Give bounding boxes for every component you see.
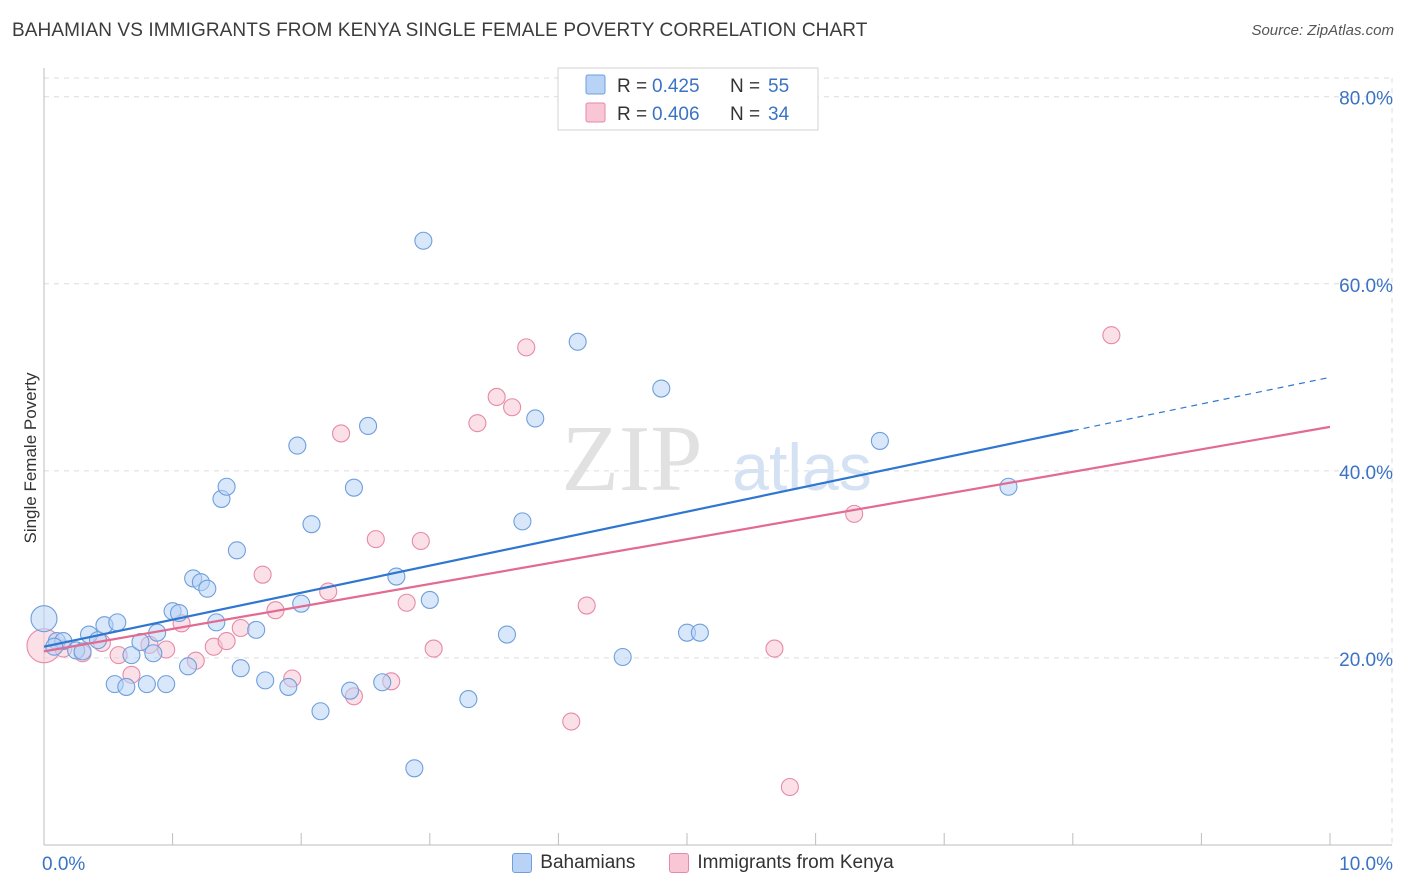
point-bahamians <box>108 613 127 632</box>
y-tick-label: 40.0% <box>1339 463 1393 484</box>
point-kenya <box>562 712 581 731</box>
point-kenya <box>1102 326 1121 345</box>
point-bahamians <box>497 625 517 644</box>
point-bahamians <box>459 690 478 709</box>
y-tick-label: 60.0% <box>1339 276 1393 297</box>
point-kenya <box>231 618 250 638</box>
point-bahamians <box>870 431 889 450</box>
series-kenya-points <box>26 326 1121 797</box>
point-bahamians <box>247 620 266 639</box>
point-bahamians <box>526 409 545 428</box>
point-bahamians <box>30 605 58 633</box>
y-axis-label: Single Female Poverty <box>21 372 40 544</box>
point-bahamians <box>144 644 163 663</box>
point-kenya <box>577 596 596 615</box>
legend-n-label-bahamians: N = <box>730 76 760 97</box>
trend-line-bahamians <box>43 429 1074 648</box>
legend-label-kenya: Immigrants from Kenya <box>697 852 894 873</box>
point-bahamians <box>420 590 439 609</box>
point-kenya <box>780 777 799 797</box>
series-legend: Bahamians Immigrants from Kenya <box>0 852 1406 874</box>
legend-color-bahamians <box>512 853 533 873</box>
point-bahamians <box>999 477 1018 496</box>
point-kenya <box>765 639 784 658</box>
legend-label-bahamians: Bahamians <box>540 852 636 873</box>
point-bahamians <box>73 642 92 661</box>
point-bahamians <box>288 436 307 455</box>
point-bahamians <box>341 681 360 700</box>
trend-lines <box>43 376 1331 653</box>
point-kenya <box>253 565 272 584</box>
point-bahamians <box>217 477 236 496</box>
point-kenya <box>397 593 416 612</box>
point-kenya <box>332 424 351 443</box>
point-bahamians <box>373 673 392 692</box>
point-kenya <box>517 338 536 357</box>
point-bahamians <box>198 579 217 598</box>
point-bahamians <box>513 512 532 531</box>
point-bahamians <box>344 478 363 497</box>
point-bahamians <box>231 659 250 678</box>
point-bahamians <box>414 231 433 250</box>
point-bahamians <box>652 379 671 398</box>
point-bahamians <box>292 594 311 613</box>
point-kenya <box>217 632 236 651</box>
point-bahamians <box>122 646 141 665</box>
point-bahamians <box>279 677 298 696</box>
point-bahamians <box>178 657 198 676</box>
gridlines <box>44 77 1393 845</box>
point-kenya <box>366 530 385 549</box>
legend-item-bahamians: Bahamians <box>512 852 635 874</box>
point-bahamians <box>311 702 330 721</box>
legend-n-label-kenya: N = <box>730 104 760 125</box>
point-bahamians <box>256 671 275 690</box>
point-kenya <box>468 414 487 433</box>
y-tick-label: 20.0% <box>1339 650 1393 671</box>
trend-line-kenya <box>43 425 1331 653</box>
trend-line-bahamians-extension <box>1072 376 1331 432</box>
watermark-zip: ZIP <box>562 407 703 511</box>
point-bahamians <box>227 541 246 560</box>
axes <box>43 68 1392 846</box>
legend-r-value-kenya: 0.406 <box>652 104 700 125</box>
point-bahamians <box>690 623 709 642</box>
legend-r-value-bahamians: 0.425 <box>652 76 700 97</box>
y-tick-label: 80.0% <box>1339 89 1393 110</box>
legend-n-value-bahamians: 55 <box>768 76 789 97</box>
point-bahamians <box>157 675 176 694</box>
chart-title: BAHAMIAN VS IMMIGRANTS FROM KENYA SINGLE… <box>12 20 868 41</box>
watermark-atlas: atlas <box>732 430 871 504</box>
chart-source: Source: ZipAtlas.com <box>1251 22 1394 39</box>
point-bahamians <box>405 759 424 778</box>
tick-labels: 20.0% 40.0% 60.0% 80.0% 0.0% 10.0% <box>42 89 1393 875</box>
series-bahamians-points <box>30 231 1018 778</box>
legend-n-value-kenya: 34 <box>768 104 790 125</box>
legend-swatch-kenya <box>585 102 606 123</box>
point-kenya <box>424 639 443 658</box>
x-tick-label: 0.0% <box>42 854 85 875</box>
legend-swatch-bahamians <box>585 74 606 95</box>
point-kenya <box>411 531 430 551</box>
x-tick-label: 10.0% <box>1339 854 1393 875</box>
point-bahamians <box>568 332 587 351</box>
point-bahamians <box>137 675 156 694</box>
point-kenya <box>503 398 522 417</box>
point-bahamians <box>359 416 378 436</box>
legend-r-label-bahamians: R = <box>617 76 647 97</box>
point-kenya <box>487 387 506 407</box>
point-bahamians <box>613 647 632 667</box>
stats-legend: R = 0.425 N = 55 R = 0.406 N = 34 <box>557 67 819 131</box>
legend-item-kenya: Immigrants from Kenya <box>669 852 894 874</box>
legend-color-kenya <box>669 853 690 873</box>
point-bahamians <box>117 677 136 696</box>
point-bahamians <box>302 515 321 534</box>
legend-r-label-kenya: R = <box>617 104 647 125</box>
